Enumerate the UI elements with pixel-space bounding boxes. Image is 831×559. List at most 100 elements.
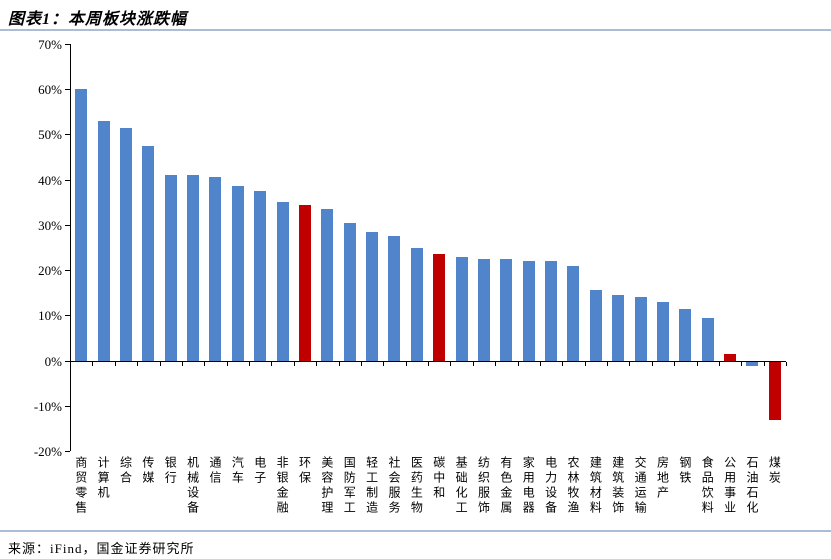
x-tick [405, 361, 407, 366]
x-tick [741, 361, 743, 366]
bar [477, 258, 490, 361]
y-tick-label: 10% [38, 308, 62, 324]
category-label: 食品饮料 [700, 456, 715, 516]
bar [410, 247, 423, 361]
x-tick [763, 361, 765, 366]
x-tick [316, 361, 318, 366]
bar [656, 301, 669, 361]
x-tick [562, 361, 564, 366]
category-label: 钢铁 [677, 456, 692, 486]
x-axis-line [70, 360, 786, 362]
category-label: 非银金融 [275, 456, 290, 516]
category-label: 传媒 [140, 456, 155, 486]
category-label: 电子 [252, 456, 267, 486]
category-label: 公用事业 [722, 456, 737, 516]
y-tick-label: 20% [38, 263, 62, 279]
bar [388, 236, 401, 361]
x-tick [428, 361, 429, 366]
bar [612, 294, 625, 361]
bar [97, 120, 110, 361]
x-tick [472, 361, 474, 366]
category-label: 电力设备 [543, 456, 558, 516]
bar [298, 204, 311, 361]
bar [343, 222, 356, 361]
y-tick [65, 360, 70, 362]
bar [679, 308, 692, 361]
category-label: 汽车 [230, 456, 245, 486]
y-tick-label: -10% [33, 398, 62, 414]
source-note: 来源：iFind，国金证券研究所 [8, 541, 195, 556]
y-axis-line [70, 44, 71, 451]
x-tick [674, 361, 676, 366]
category-label: 石油石化 [744, 456, 759, 516]
x-tick [718, 361, 720, 366]
category-label: 环保 [297, 456, 312, 486]
x-tick [383, 361, 385, 366]
bar-chart: 70% 60% 50% 40% 30% 20% 10% 0% -10% -20% 商贸零售 计算机综… [33, 38, 787, 516]
footer-divider [0, 530, 831, 532]
y-tick [65, 315, 70, 317]
bar [254, 190, 267, 361]
x-tick [584, 361, 586, 366]
chart-title: 图表1：本周板块涨跌幅 [8, 11, 188, 28]
y-tick-label: 60% [38, 82, 62, 98]
category-label: 商贸零售 [73, 456, 88, 516]
x-tick [786, 361, 787, 366]
bar [768, 361, 781, 421]
x-tick [629, 361, 631, 366]
category-label: 美容护理 [319, 456, 334, 516]
x-tick [271, 361, 273, 366]
x-tick [249, 361, 250, 366]
y-tick-label: 30% [38, 217, 62, 233]
x-tick [226, 361, 228, 366]
category-label: 基础化工 [454, 456, 469, 516]
x-tick [651, 361, 653, 366]
bar [164, 175, 177, 361]
bar [209, 177, 222, 361]
category-label: 通信 [207, 456, 222, 486]
category-label: 交通运输 [633, 456, 648, 516]
bar [634, 297, 647, 361]
y-tick [65, 134, 70, 136]
x-tick [495, 361, 497, 366]
x-tick [181, 361, 183, 366]
category-label: 煤炭 [767, 456, 782, 486]
x-tick [539, 361, 541, 366]
x-tick [70, 361, 71, 366]
category-label: 计算机 [96, 456, 111, 501]
category-label: 农林牧渔 [565, 456, 580, 516]
y-tick [65, 44, 70, 45]
bar [231, 186, 244, 361]
category-label: 社会服务 [386, 456, 401, 516]
bar [724, 353, 737, 361]
bar [545, 261, 558, 361]
bar [455, 256, 468, 361]
category-label: 纺织服饰 [476, 456, 491, 516]
x-tick [159, 361, 161, 366]
y-tick [65, 270, 70, 272]
x-tick [137, 361, 139, 366]
bar [142, 145, 155, 361]
category-label: 银行 [163, 456, 178, 486]
bar [187, 175, 200, 361]
y-tick [65, 89, 70, 91]
bar [500, 258, 513, 361]
category-label: 家用电器 [521, 456, 536, 516]
category-label: 房地产 [655, 456, 670, 501]
bar [522, 261, 535, 361]
category-label: 机械设备 [185, 456, 200, 516]
category-label: 综合 [118, 456, 133, 486]
x-tick [114, 361, 116, 366]
x-tick [92, 361, 94, 366]
x-tick [360, 361, 362, 366]
bar [366, 231, 379, 361]
x-tick [204, 361, 206, 366]
bar [746, 361, 759, 367]
bar [567, 265, 580, 361]
x-tick [293, 361, 295, 366]
x-tick [517, 361, 519, 366]
bar [589, 290, 602, 361]
y-tick-label: 0% [44, 353, 62, 369]
bar [433, 254, 446, 361]
